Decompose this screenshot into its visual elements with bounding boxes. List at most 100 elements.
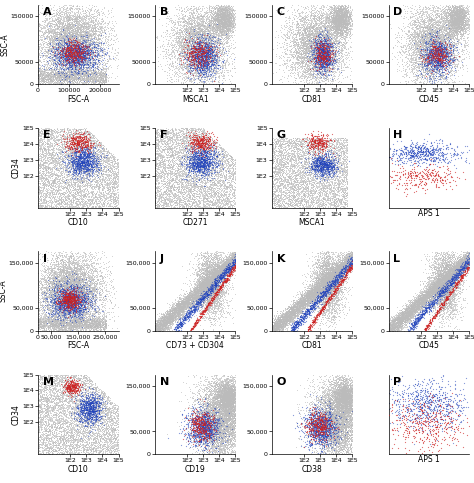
Point xyxy=(324,14,331,22)
Point xyxy=(214,428,221,436)
Point xyxy=(187,299,195,307)
Point xyxy=(66,25,73,32)
Point xyxy=(88,47,95,55)
Point xyxy=(60,409,67,416)
Point xyxy=(335,28,342,36)
Point xyxy=(436,399,444,407)
Point xyxy=(196,279,203,287)
Point xyxy=(315,33,322,41)
Point xyxy=(290,138,297,146)
Point xyxy=(189,43,197,50)
Point xyxy=(445,282,452,290)
Point xyxy=(181,304,188,312)
Point xyxy=(202,431,210,439)
Point xyxy=(229,405,237,412)
Point xyxy=(331,12,338,20)
Point xyxy=(423,35,431,43)
Point xyxy=(56,127,64,135)
Point xyxy=(110,187,118,195)
Point xyxy=(320,142,328,150)
Point xyxy=(438,13,445,21)
Point xyxy=(306,39,314,47)
Point xyxy=(198,17,206,25)
Point xyxy=(97,155,105,162)
Point xyxy=(314,51,321,58)
Point xyxy=(164,130,172,138)
Point xyxy=(338,16,346,24)
Point xyxy=(336,418,343,426)
Point xyxy=(328,276,336,284)
Point xyxy=(342,136,350,143)
Point xyxy=(213,26,221,34)
Point xyxy=(213,415,220,423)
Point xyxy=(287,147,294,155)
Point xyxy=(63,48,70,56)
Point xyxy=(214,287,221,295)
Point xyxy=(55,402,63,410)
Point xyxy=(72,296,79,304)
Point xyxy=(66,45,74,53)
Point xyxy=(321,46,328,54)
Point xyxy=(191,197,199,205)
Point xyxy=(193,49,201,57)
Point xyxy=(162,133,170,141)
Point xyxy=(426,35,434,43)
Point xyxy=(46,77,54,85)
Point xyxy=(323,424,330,432)
Point xyxy=(41,319,48,327)
Point xyxy=(205,436,212,443)
Point xyxy=(418,297,426,304)
Point xyxy=(322,384,329,392)
Point xyxy=(210,52,217,60)
Point xyxy=(444,257,452,265)
Point xyxy=(303,421,310,428)
Point xyxy=(103,411,110,419)
Point xyxy=(185,132,193,140)
Point xyxy=(395,322,403,329)
Point xyxy=(434,403,441,411)
Point xyxy=(423,307,430,314)
Point xyxy=(186,162,193,170)
Point xyxy=(454,264,462,271)
Point xyxy=(183,154,191,161)
Point xyxy=(222,401,229,409)
Point xyxy=(427,44,435,52)
Point xyxy=(73,298,80,306)
Point xyxy=(320,278,328,286)
Point xyxy=(202,46,210,54)
Point xyxy=(463,262,471,270)
Point xyxy=(37,320,45,328)
Point xyxy=(65,77,73,85)
Point xyxy=(441,43,448,51)
Point xyxy=(204,280,211,287)
Point xyxy=(72,270,79,277)
Point xyxy=(62,296,70,303)
Point xyxy=(328,410,336,417)
Point xyxy=(68,26,75,34)
Point xyxy=(54,308,61,315)
Point xyxy=(196,23,203,31)
Point xyxy=(67,279,74,287)
Point xyxy=(210,67,217,75)
Point xyxy=(327,270,334,278)
Point xyxy=(398,51,406,59)
Point xyxy=(425,283,432,291)
Point xyxy=(103,186,111,194)
Point xyxy=(331,397,338,404)
Point xyxy=(197,300,204,308)
Point xyxy=(196,430,204,438)
Point xyxy=(192,288,200,296)
Point xyxy=(225,8,232,15)
Point xyxy=(56,373,64,381)
Point xyxy=(224,405,232,413)
Point xyxy=(57,13,65,21)
Point xyxy=(305,134,312,142)
Point xyxy=(160,176,167,184)
Point xyxy=(163,318,170,326)
Point xyxy=(196,49,203,57)
Point xyxy=(455,9,462,17)
Point xyxy=(312,62,319,70)
Point xyxy=(47,158,55,166)
Point xyxy=(70,281,78,289)
Point xyxy=(433,68,440,75)
